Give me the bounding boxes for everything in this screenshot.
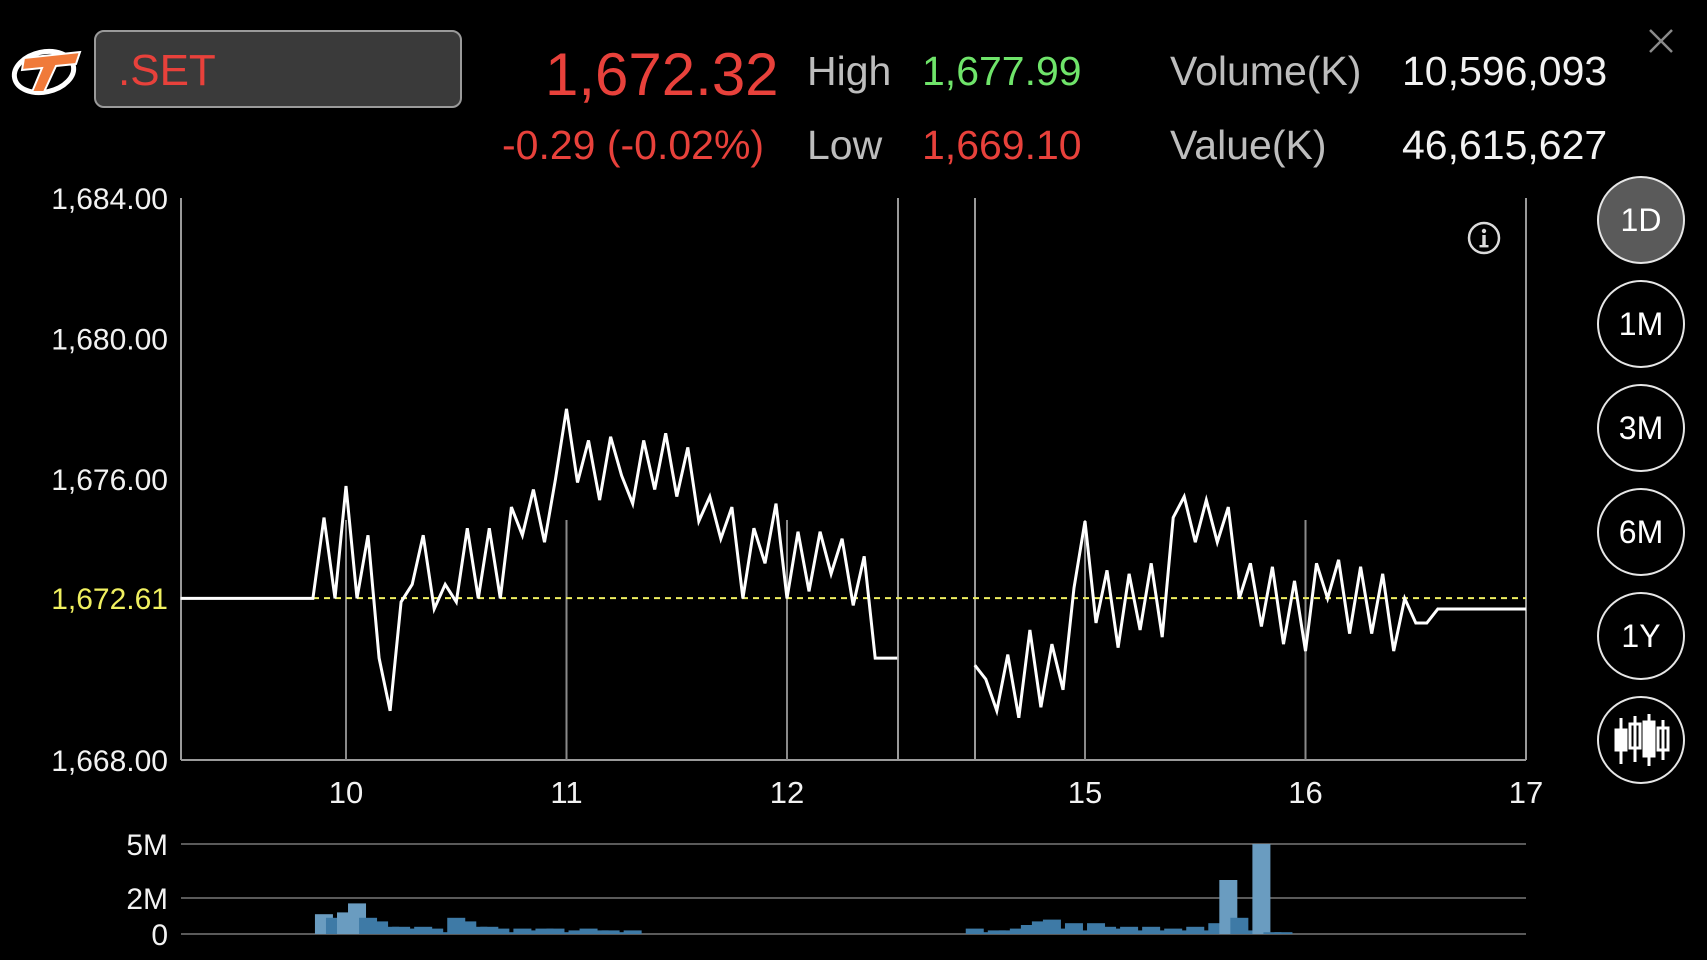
symbol-search-field[interactable]: .SET xyxy=(94,30,462,108)
volume-bar xyxy=(1131,930,1150,934)
volume-bar xyxy=(1241,930,1260,934)
low-label: Low xyxy=(807,122,883,168)
volume-bar xyxy=(425,928,444,934)
volume-bar xyxy=(1197,930,1216,934)
volume-label: Volume(K) xyxy=(1170,48,1362,94)
volume-y-tick-label: 2M xyxy=(126,883,168,916)
volume-bar xyxy=(601,930,620,934)
symbol-text: .SET xyxy=(118,46,216,95)
volume-bar xyxy=(403,928,422,934)
volume-y-tick-label: 0 xyxy=(151,919,168,952)
volume-bar xyxy=(1109,928,1128,934)
volume-bar xyxy=(1230,917,1249,934)
volume-bar xyxy=(1142,926,1161,934)
volume-bar xyxy=(965,928,984,934)
y-tick-label: 1,676.00 xyxy=(51,464,168,497)
x-tick-label: 15 xyxy=(1068,775,1102,810)
prev-close-label: 1,672.61 xyxy=(51,583,168,616)
y-tick-label: 1,680.00 xyxy=(51,324,168,357)
x-tick-label: 12 xyxy=(770,775,804,810)
low-value: 1,669.10 xyxy=(922,122,1082,168)
period-3m-button[interactable]: 3M xyxy=(1597,384,1685,472)
info-icon[interactable] xyxy=(1466,220,1502,256)
volume-bar xyxy=(557,932,576,934)
volume-bar xyxy=(1164,928,1183,934)
volume-y-tick-label: 5M xyxy=(126,829,168,862)
volume-bar xyxy=(1064,923,1083,934)
volume-bar xyxy=(469,926,488,934)
volume-bar xyxy=(392,926,411,934)
volume-bar xyxy=(546,928,565,934)
volume-bar xyxy=(535,928,554,934)
volume-bar xyxy=(590,930,609,934)
volume-bar xyxy=(1263,932,1282,934)
y-tick-label: 1,668.00 xyxy=(51,745,168,778)
high-label: High xyxy=(807,48,892,94)
volume-bar xyxy=(579,928,598,934)
price-change: -0.29 (-0.02%) xyxy=(502,122,765,168)
volume-bar xyxy=(1053,928,1072,934)
x-tick-label: 16 xyxy=(1288,775,1322,810)
volume-bar xyxy=(612,932,631,934)
volume-bar xyxy=(623,930,642,934)
volume-bar xyxy=(436,932,455,934)
volume-bar xyxy=(1098,926,1117,934)
volume-bar xyxy=(1009,928,1028,934)
y-tick-label: 1,684.00 xyxy=(51,183,168,216)
volume-bar xyxy=(513,928,532,934)
value-value: 46,615,627 xyxy=(1402,122,1608,168)
volume-value: 10,596,093 xyxy=(1402,48,1608,94)
volume-bar xyxy=(480,926,499,934)
period-1d-button[interactable]: 1D xyxy=(1597,176,1685,264)
volume-bar xyxy=(1076,930,1094,934)
volume-bar xyxy=(491,928,510,934)
volume-bar xyxy=(1120,926,1139,934)
volume-bar xyxy=(1186,926,1205,934)
volume-bar xyxy=(524,930,543,934)
x-tick-label: 10 xyxy=(329,775,363,810)
price-line-afternoon xyxy=(973,492,1526,719)
candlestick-icon xyxy=(1614,714,1670,766)
volume-bar xyxy=(568,930,587,934)
volume-bar xyxy=(976,932,995,934)
volume-bar xyxy=(502,932,521,934)
value-label: Value(K) xyxy=(1170,122,1327,168)
period-6m-button[interactable]: 6M xyxy=(1597,488,1685,576)
period-1y-button[interactable]: 1Y xyxy=(1597,592,1685,680)
x-tick-label: 17 xyxy=(1509,775,1543,810)
volume-bar xyxy=(1153,930,1172,934)
volume-bar xyxy=(381,926,400,934)
high-value: 1,677.99 xyxy=(922,48,1082,94)
volume-bar xyxy=(1274,932,1293,934)
period-1m-button[interactable]: 1M xyxy=(1597,280,1685,368)
volume-bar xyxy=(1208,923,1227,934)
last-price: 1,672.32 xyxy=(545,41,779,108)
volume-bar xyxy=(1087,923,1106,934)
x-tick-label: 11 xyxy=(550,775,582,810)
price-chart: 1,684.00 1,680.00 1,676.00 1,668.00 1,672.61… xyxy=(51,183,1543,952)
volume-bar xyxy=(987,930,1006,934)
volume-bar xyxy=(1020,925,1039,934)
volume-bar xyxy=(1175,930,1194,934)
volume-bar xyxy=(998,930,1017,934)
volume-bar xyxy=(1252,844,1271,934)
close-icon[interactable] xyxy=(1646,26,1676,56)
candlestick-toggle-button[interactable] xyxy=(1597,696,1685,784)
price-line-morning xyxy=(180,408,898,712)
volume-bar xyxy=(414,926,433,934)
logo-icon xyxy=(11,48,82,96)
